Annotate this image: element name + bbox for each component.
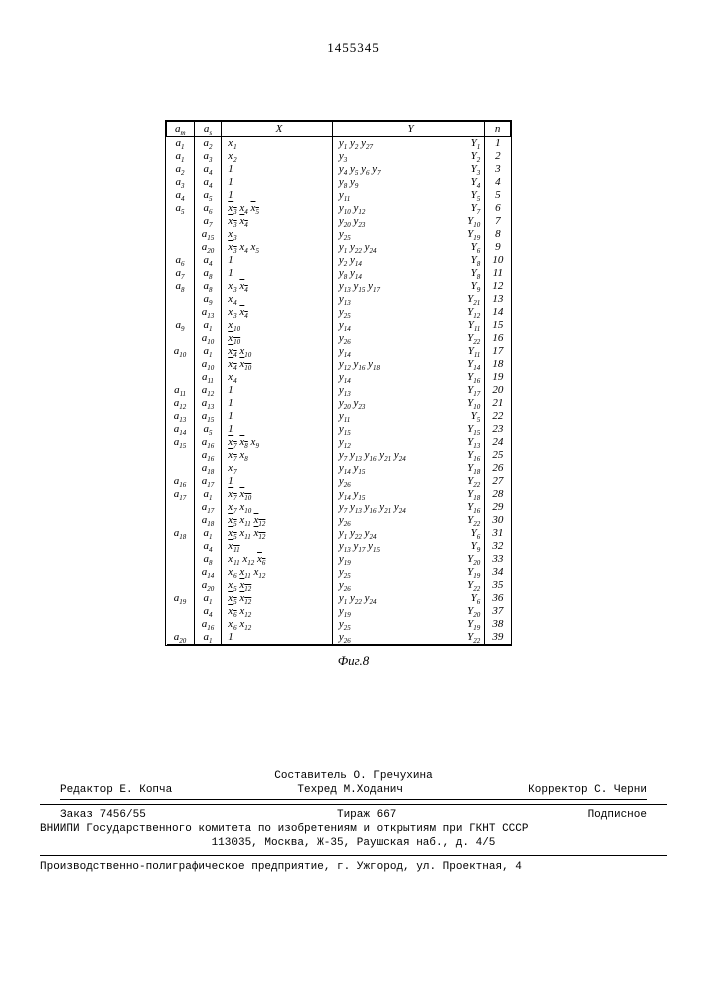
publisher-address-2: 113035, Москва, Ж-35, Раушская наб., д. … [40, 837, 667, 849]
table-row: a6a41y2 y14Y810 [167, 254, 511, 267]
tirage: Тираж 667 [337, 809, 396, 821]
table-row: a2a41y4 y5 y6 y7Y33 [167, 163, 511, 176]
corrector-credit: Корректор С. Черни [528, 784, 647, 796]
editor-credit: Редактор Е. Копча [60, 784, 172, 796]
table-row: a12a131y20 y23Y1021 [167, 397, 511, 410]
table-row: a18x5 x11 x12y26Y2230 [167, 514, 511, 527]
table-row: a18x7y14 y15Y1826 [167, 462, 511, 475]
table-row: a11a121y13Y1720 [167, 384, 511, 397]
table-row: a20x5 x12y26Y2235 [167, 579, 511, 592]
table-row: a14x6 x11 x12y25Y1934 [167, 566, 511, 579]
col-header-am: am [167, 122, 195, 137]
table-row: a4x11y13 y17 y15Y932 [167, 540, 511, 553]
table-row: a20x3 x4 x5y1 y22 y24Y69 [167, 241, 511, 254]
table-row: a1a3x2y3Y22 [167, 150, 511, 163]
table-row: a8a8x3 x4y13 y15 y17Y912 [167, 280, 511, 293]
table-row: a17a1x7 x10y14 y15Y1828 [167, 488, 511, 501]
col-header-y: Y [332, 122, 484, 137]
table-row: a9x4y13Y2113 [167, 293, 511, 306]
table-row: a13a151y11Y522 [167, 410, 511, 423]
col-header-x: X [222, 122, 333, 137]
col-header-n: n [485, 122, 511, 137]
table-row: a3a41y8 y9Y44 [167, 176, 511, 189]
table-row: a16x6 x12y25Y1938 [167, 618, 511, 631]
publisher-address-1: ВНИИПИ Государственного комитета по изоб… [40, 823, 667, 835]
table-row: a1a2x1y1 y2 y27Y11 [167, 137, 511, 151]
table-row: a7x3 x4y20 y23Y107 [167, 215, 511, 228]
table-row: a4x6 x12y19Y2037 [167, 605, 511, 618]
table-row: a5a6x3 x4 x5y10 y12Y76 [167, 202, 511, 215]
figure-label: Фиг.8 [338, 653, 370, 669]
table-row: a13x3 x4y25Y1214 [167, 306, 511, 319]
table-row: a8x11 x12 x6y19Y2033 [167, 553, 511, 566]
table-row: a14a51y15Y1523 [167, 423, 511, 436]
compiler-credit: Составитель О. Гречухина [60, 770, 647, 784]
table-row: a10a1x4 x10y14Y1117 [167, 345, 511, 358]
table-row: a15a16x7 x8 x9y12Y1324 [167, 436, 511, 449]
table-row: a20a11y26Y2239 [167, 631, 511, 645]
page-number: 1455345 [327, 40, 380, 56]
table-row: a16a171y26Y2227 [167, 475, 511, 488]
transition-table: am as X Y n a1a2x1y1 y2 y27Y11a1a3x2y3Y2… [165, 120, 512, 646]
table-row: a17x7 x10y7 y13 y16 y21 y24Y1629 [167, 501, 511, 514]
table-row: a10x4 x10y12 y16 y18Y1418 [167, 358, 511, 371]
table-row: a7a81y8 y14Y811 [167, 267, 511, 280]
table-row: a11x4y14Y1619 [167, 371, 511, 384]
col-header-as: as [194, 122, 222, 137]
subscription: Подписное [588, 809, 647, 821]
divider [40, 804, 667, 805]
order-number: Заказ 7456/55 [60, 809, 146, 821]
table-row: a4a51y11Y55 [167, 189, 511, 202]
table-row: a19a1x5 x12y1 y22 y24Y636 [167, 592, 511, 605]
table-row: a16x7 x8y7 y13 y16 y21 y24Y1625 [167, 449, 511, 462]
table-row: a10x10y26Y2216 [167, 332, 511, 345]
footer-block: Составитель О. Гречухина Редактор Е. Коп… [0, 770, 707, 873]
production-line: Производственно-полиграфическое предприя… [40, 855, 667, 873]
table-row: a18a1x5 x11 x12y1 y22 y24Y631 [167, 527, 511, 540]
table-row: a15x3y25Y198 [167, 228, 511, 241]
techred-credit: Техред М.Ходанич [297, 784, 403, 796]
table-row: a9a1x10y14Y1115 [167, 319, 511, 332]
table-header-row: am as X Y n [167, 122, 511, 137]
